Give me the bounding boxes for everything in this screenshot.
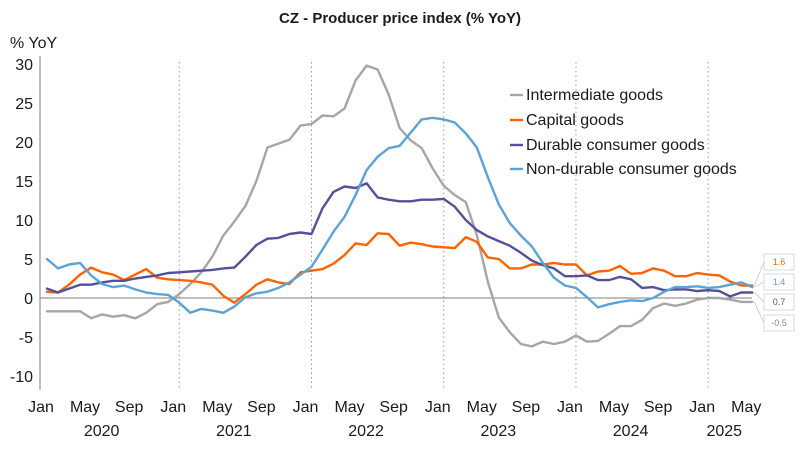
series-line-0 — [45, 64, 754, 348]
y-tick-label: 20 — [15, 135, 33, 152]
year-label: 2023 — [481, 423, 517, 440]
x-tick-label: Jan — [689, 399, 715, 416]
year-label: 2021 — [216, 423, 252, 440]
y-tick-label: 30 — [15, 57, 33, 74]
legend-label: Durable consumer goods — [526, 137, 705, 154]
x-tick-label: Sep — [247, 399, 276, 416]
x-tick-label: Jan — [28, 399, 54, 416]
year-label: 2020 — [84, 423, 120, 440]
series-line-2 — [45, 182, 754, 298]
y-tick-label: 0 — [24, 291, 33, 308]
y-tick-label: -5 — [19, 330, 33, 347]
y-tick-label: 15 — [15, 174, 33, 191]
end-label-connector — [753, 261, 765, 286]
series-line-1 — [45, 232, 754, 304]
x-tick-label: Sep — [644, 399, 673, 416]
axes: 30 25 20 15 10 5 0 -5 -10 Jan May Sep Jan May Sep Jan Ma… — [10, 56, 761, 440]
series-lines — [45, 64, 754, 348]
year-label: 2025 — [706, 423, 742, 440]
x-tick-label: Jan — [557, 399, 583, 416]
year-label: 2024 — [613, 423, 649, 440]
x-tick-label: Sep — [115, 399, 144, 416]
y-tick-label: -10 — [10, 369, 33, 386]
x-tick-label: Jan — [293, 399, 319, 416]
year-label: 2022 — [348, 423, 384, 440]
legend-label: Capital goods — [526, 112, 624, 129]
y-axis-label: % YoY — [10, 35, 57, 52]
end-label-value: 0.7 — [773, 297, 786, 307]
end-labels: -0.5 1.6 0.7 1.4 — [753, 253, 795, 332]
end-label-value: 1.4 — [773, 277, 786, 287]
x-tick-label: Sep — [512, 399, 541, 416]
x-tick-label: Jan — [425, 399, 451, 416]
legend: Intermediate goods Capital goods Durable c… — [510, 87, 737, 178]
end-label-value: 1.6 — [773, 257, 786, 267]
end-label-box — [763, 314, 795, 332]
legend-label: Non-durable consumer goods — [526, 161, 737, 178]
end-label-box — [763, 253, 795, 271]
y-tick-label: 5 — [24, 252, 33, 269]
end-label-connector — [754, 281, 765, 288]
y-tick-label: 10 — [15, 213, 33, 230]
legend-label: Intermediate goods — [526, 87, 663, 104]
end-label-connector — [753, 301, 765, 324]
end-label-box — [763, 293, 795, 311]
grid — [178, 62, 709, 388]
x-tick-label: May — [731, 399, 761, 416]
series-line-3 — [45, 116, 754, 314]
end-label-value: -0.5 — [771, 318, 787, 328]
y-tick-label: 25 — [15, 96, 33, 113]
x-tick-label: May — [334, 399, 364, 416]
chart-title: CZ - Producer price index (% YoY) — [279, 10, 521, 27]
x-tick-label: May — [202, 399, 232, 416]
x-tick-label: Sep — [379, 399, 408, 416]
x-tick-label: May — [70, 399, 100, 416]
end-label-box — [763, 273, 795, 291]
x-tick-label: Jan — [160, 399, 186, 416]
end-label-connector — [754, 292, 765, 303]
x-tick-label: May — [467, 399, 497, 416]
x-tick-label: May — [599, 399, 629, 416]
